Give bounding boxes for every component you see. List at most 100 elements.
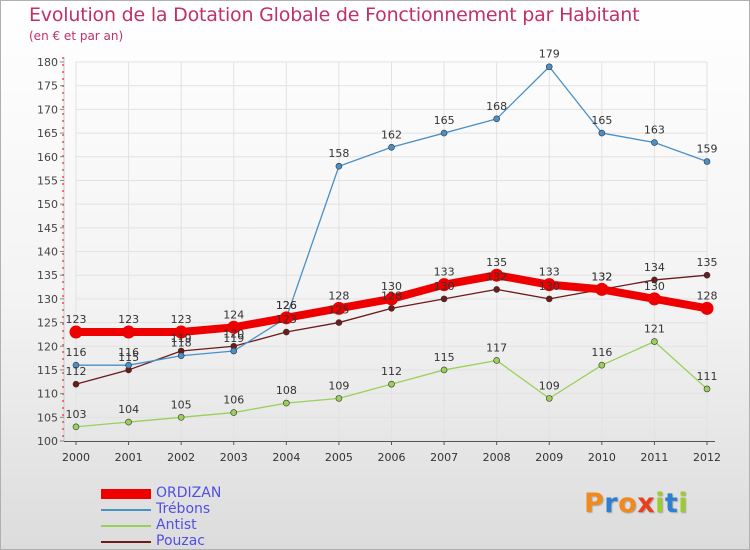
legend-label-trebons: Trébons [156, 501, 211, 517]
y-tick-label: 150 [37, 198, 58, 211]
data-point-ordizan [69, 325, 83, 339]
data-label-pouzac: 135 [697, 256, 718, 269]
logo-letter: P [584, 488, 605, 519]
data-point-pouzac [651, 276, 658, 284]
y-tick-label: 165 [37, 127, 58, 140]
data-label-ordizan: 135 [486, 256, 507, 269]
data-label-antist: 108 [276, 384, 297, 397]
data-label-ordizan: 130 [644, 280, 665, 293]
data-label-ordizan: 130 [381, 280, 402, 293]
data-point-ordizan [385, 292, 398, 306]
data-label-ordizan: 128 [697, 289, 718, 302]
data-label-ordizan: 133 [539, 266, 560, 279]
x-tick-label: 2009 [535, 451, 563, 464]
y-tick-label: 120 [37, 340, 58, 353]
data-point-pouzac [440, 295, 448, 303]
data-label-pouzac: 134 [644, 261, 665, 274]
data-label-ordizan: 123 [171, 313, 192, 326]
y-tick-label: 130 [37, 293, 58, 306]
data-label-pouzac: 132 [486, 270, 507, 283]
data-point-trebons [440, 129, 448, 137]
data-point-antist [335, 395, 343, 402]
data-point-pouzac [72, 380, 80, 388]
data-label-ordizan: 128 [328, 289, 349, 302]
data-point-ordizan [174, 325, 188, 339]
data-point-antist [651, 338, 658, 345]
legend-swatch-ordizan [101, 489, 151, 499]
data-point-antist [493, 357, 500, 364]
data-label-pouzac: 112 [66, 365, 87, 378]
data-label-pouzac: 132 [591, 270, 612, 283]
data-point-trebons [230, 347, 238, 355]
data-point-antist [388, 380, 395, 388]
data-point-antist [598, 361, 606, 369]
logo-letter: i [655, 488, 665, 519]
legend-swatch-pouzac [101, 541, 151, 543]
x-tick-label: 2010 [588, 451, 616, 464]
logo-letter: o [618, 488, 638, 519]
data-label-trebons: 165 [591, 114, 612, 127]
y-tick-label: 170 [37, 103, 58, 116]
logo-letter: x [637, 488, 656, 519]
data-point-antist [440, 366, 448, 374]
data-point-pouzac [545, 295, 553, 303]
data-label-trebons: 179 [539, 48, 560, 61]
data-point-antist [283, 399, 290, 407]
data-label-pouzac: 119 [171, 332, 192, 345]
logo-letter: t [664, 488, 679, 519]
y-tick-label: 115 [37, 364, 58, 377]
data-point-ordizan [542, 278, 556, 292]
data-point-trebons [72, 361, 80, 369]
legend-label-pouzac: Pouzac [156, 533, 206, 549]
data-point-ordizan [647, 292, 661, 306]
data-label-antist: 117 [486, 341, 507, 354]
y-tick-label: 135 [37, 269, 58, 282]
data-label-antist: 121 [644, 323, 665, 336]
data-point-ordizan [332, 301, 346, 315]
data-point-trebons [335, 162, 343, 170]
data-label-antist: 104 [118, 403, 139, 416]
y-tick-label: 140 [37, 246, 58, 259]
data-label-antist: 116 [591, 346, 612, 359]
data-point-trebons [545, 63, 553, 71]
data-label-trebons: 165 [434, 114, 455, 127]
data-point-ordizan [490, 268, 504, 282]
data-label-ordizan: 132 [591, 270, 612, 283]
data-point-ordizan [279, 311, 293, 325]
data-point-trebons [651, 139, 658, 146]
data-label-pouzac: 115 [118, 351, 139, 364]
data-label-ordizan: 133 [434, 266, 455, 279]
data-point-pouzac [388, 305, 395, 312]
data-label-ordizan: 123 [66, 313, 87, 326]
data-point-pouzac [493, 286, 500, 293]
data-label-antist: 115 [434, 351, 455, 364]
data-point-ordizan [122, 325, 136, 339]
data-label-trebons: 158 [328, 147, 349, 160]
y-tick-label: 160 [37, 151, 58, 164]
y-tick-label: 105 [37, 411, 58, 424]
x-tick-label: 2002 [167, 451, 195, 464]
data-label-trebons: 159 [697, 142, 718, 155]
data-label-trebons: 162 [381, 128, 402, 141]
data-point-antist [703, 385, 711, 393]
x-tick-label: 2012 [693, 451, 721, 464]
y-tick-label: 180 [37, 56, 58, 69]
data-label-trebons: 118 [171, 337, 192, 350]
data-label-pouzac: 125 [328, 304, 349, 317]
legend-label-ordizan: ORDIZAN [156, 485, 222, 501]
proxiti-logo: Proxiti [584, 488, 688, 519]
logo-letter: r [604, 488, 619, 519]
data-point-ordizan [227, 320, 241, 334]
data-label-antist: 109 [328, 379, 349, 392]
y-tick-label: 155 [37, 174, 58, 187]
data-point-ordizan [595, 282, 609, 296]
data-label-trebons: 168 [486, 100, 507, 113]
data-label-trebons: 163 [644, 124, 665, 137]
x-tick-label: 2008 [483, 451, 511, 464]
legend-swatch-antist [101, 525, 151, 527]
x-tick-label: 2011 [640, 451, 668, 464]
data-label-trebons: 116 [118, 346, 139, 359]
data-point-pouzac [703, 271, 711, 279]
